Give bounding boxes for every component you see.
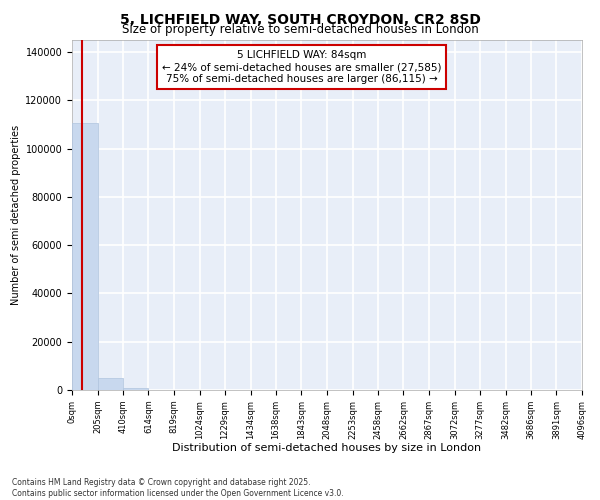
Text: Contains HM Land Registry data © Crown copyright and database right 2025.
Contai: Contains HM Land Registry data © Crown c… [12,478,344,498]
Bar [72,124,98,390]
Bar [98,378,123,390]
Bar [123,388,148,390]
Text: 5 LICHFIELD WAY: 84sqm
← 24% of semi-detached houses are smaller (27,585)
75% of: 5 LICHFIELD WAY: 84sqm ← 24% of semi-det… [162,50,441,84]
Y-axis label: Number of semi detached properties: Number of semi detached properties [11,125,21,305]
Text: Size of property relative to semi-detached houses in London: Size of property relative to semi-detach… [122,22,478,36]
Text: 5, LICHFIELD WAY, SOUTH CROYDON, CR2 8SD: 5, LICHFIELD WAY, SOUTH CROYDON, CR2 8SD [119,12,481,26]
X-axis label: Distribution of semi-detached houses by size in London: Distribution of semi-detached houses by … [172,444,482,454]
